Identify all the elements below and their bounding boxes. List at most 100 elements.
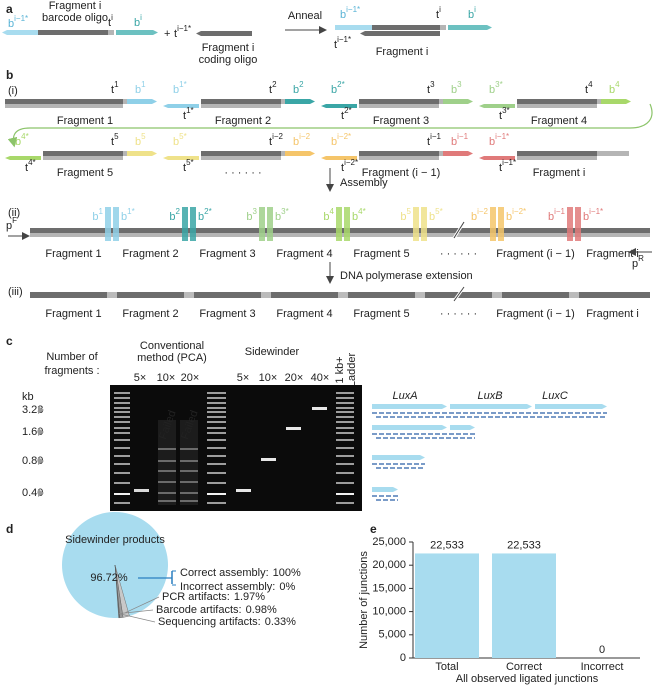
faint-band bbox=[180, 500, 198, 502]
superscript: i−2* bbox=[344, 158, 358, 167]
ladder-band bbox=[336, 411, 354, 413]
ladder-band bbox=[336, 482, 354, 484]
superscript-label: ti bbox=[436, 5, 441, 21]
superscript-label: bi bbox=[468, 5, 476, 21]
linker bbox=[281, 99, 285, 104]
superscript: 3 bbox=[430, 80, 435, 89]
superscript-label: b5* bbox=[173, 132, 187, 148]
step-label: Anneal bbox=[288, 10, 322, 22]
ladder-band bbox=[114, 402, 130, 404]
ladder-band bbox=[114, 493, 130, 495]
superscript-label: ti bbox=[108, 13, 113, 29]
unit-label: kb bbox=[22, 391, 34, 403]
symbol: b bbox=[293, 136, 299, 148]
step-label: (ii) bbox=[8, 207, 20, 219]
symbol: b bbox=[331, 136, 337, 148]
construct bbox=[450, 404, 532, 409]
construct bbox=[535, 404, 607, 409]
size-marker bbox=[38, 489, 44, 497]
faint-band bbox=[180, 470, 198, 472]
ladder-band bbox=[207, 402, 226, 404]
ladder-band bbox=[114, 472, 130, 474]
symbol: t bbox=[269, 84, 272, 96]
ladder-band bbox=[207, 493, 226, 495]
superscript: 5* bbox=[435, 207, 443, 216]
superscript: i−1* bbox=[337, 35, 351, 44]
fragment-label: Fragment 5 bbox=[353, 308, 409, 320]
ladder-band bbox=[114, 432, 130, 434]
superscript: 2* bbox=[337, 80, 345, 89]
construct bbox=[372, 425, 447, 430]
pie-slice bbox=[114, 564, 121, 619]
barcode bbox=[163, 156, 199, 160]
barcode bbox=[116, 30, 158, 35]
symbol: b bbox=[198, 211, 204, 223]
leader-line bbox=[120, 609, 154, 614]
ladder-band bbox=[336, 455, 354, 457]
size-marker bbox=[38, 406, 44, 414]
superscript: 2* bbox=[204, 207, 212, 216]
superscript-label: bi−1* bbox=[489, 132, 509, 148]
barcode bbox=[443, 151, 473, 156]
superscript: i−1 bbox=[554, 207, 565, 216]
barcode bbox=[127, 151, 157, 156]
barcode bbox=[285, 99, 315, 104]
superscript-label: b4* bbox=[15, 132, 29, 148]
ladder-band bbox=[114, 463, 130, 465]
faint-band bbox=[158, 481, 176, 483]
superscript: 5* bbox=[186, 158, 194, 167]
superscript-label: b4 bbox=[323, 207, 334, 223]
symbol: b bbox=[451, 84, 457, 96]
ladder-band bbox=[114, 427, 130, 429]
symbol: t bbox=[174, 28, 177, 40]
ladder-band bbox=[207, 447, 226, 449]
fragment bbox=[359, 151, 439, 156]
superscript: 1 bbox=[141, 80, 146, 89]
superscript-label: bi−2 bbox=[471, 207, 489, 223]
fragment bbox=[359, 99, 439, 104]
fragment bbox=[517, 151, 597, 156]
strand bbox=[5, 104, 123, 108]
ladder-label: Ladder bbox=[346, 353, 358, 388]
lane-label: 20× bbox=[285, 372, 304, 384]
fragment bbox=[43, 151, 123, 156]
superscript: i−1* bbox=[346, 5, 360, 14]
fragment-label: Fragment 1 bbox=[45, 308, 101, 320]
fragment-label: Fragment 5 bbox=[57, 167, 113, 179]
coding-oligo bbox=[196, 31, 252, 36]
ladder-band bbox=[207, 411, 226, 413]
fragment-label: Fragment 1 bbox=[45, 248, 101, 260]
superscript-label: b2* bbox=[331, 80, 345, 96]
ladder-band bbox=[336, 402, 354, 404]
fragment bbox=[517, 99, 597, 104]
breakdown-label: Correct assembly: 100% bbox=[180, 567, 301, 579]
ladder-band bbox=[207, 455, 226, 457]
symbol: t bbox=[111, 136, 114, 148]
value-label: 22,533 bbox=[507, 539, 541, 551]
ladder-band bbox=[336, 432, 354, 434]
symbol: b bbox=[246, 211, 252, 223]
y-tick-label: 15,000 bbox=[372, 582, 406, 594]
symbol: p bbox=[632, 258, 638, 270]
oligo-title: Fragment i bbox=[202, 42, 255, 54]
symbol: t bbox=[334, 39, 337, 51]
symbol: t bbox=[183, 110, 186, 122]
symbol: b bbox=[429, 211, 435, 223]
ladder-band bbox=[207, 463, 226, 465]
ladder-band bbox=[114, 397, 130, 399]
linker bbox=[440, 25, 446, 30]
superscript: 4* bbox=[21, 132, 29, 141]
superscript: R bbox=[638, 254, 644, 263]
superscript: i−1* bbox=[14, 14, 28, 23]
symbol: t bbox=[269, 136, 272, 148]
superscript-label: b5 bbox=[400, 207, 411, 223]
fragment bbox=[201, 99, 281, 104]
superscript: i−2 bbox=[272, 132, 283, 141]
symbol: b bbox=[352, 211, 358, 223]
superscript-label: t4* bbox=[25, 158, 36, 174]
superscript: i−2* bbox=[512, 207, 526, 216]
slice-value: 0.33% bbox=[265, 616, 296, 628]
band bbox=[312, 407, 327, 410]
superscript-label: t3 bbox=[427, 80, 435, 96]
